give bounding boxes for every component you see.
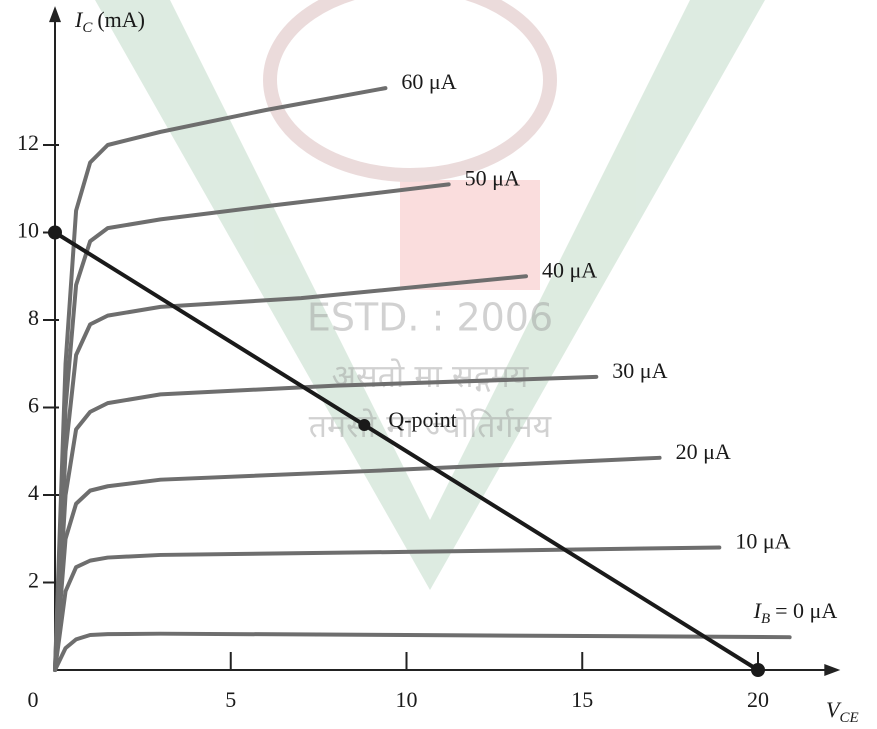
curve-label: 40 μA (542, 257, 597, 282)
load-line-end (751, 663, 765, 677)
chart: ESTD. : 2006 असतो मा सद्गमय तमसो मा ज्यो… (0, 0, 877, 729)
curve-label: 60 μA (401, 69, 456, 94)
y-tick-label: 2 (28, 568, 39, 593)
x-tick-label: 15 (571, 687, 593, 712)
y-tick-label: 6 (28, 393, 39, 418)
y-axis-label-part: (mA) (97, 7, 145, 32)
y-axis-label: IC(mA) (74, 7, 145, 36)
curve-label: 20 μA (676, 439, 731, 464)
curve-label-part: B (761, 612, 770, 628)
y-tick-label: 8 (28, 305, 39, 330)
x-tick-label: 5 (225, 687, 236, 712)
curve (55, 458, 660, 670)
x-axis-label-part: CE (839, 710, 858, 726)
y-tick-label: 10 (17, 218, 39, 243)
x-axis-arrow (824, 664, 840, 676)
curve-label: 50 μA (465, 165, 520, 190)
watermark-emblem (400, 180, 540, 290)
curve (55, 548, 719, 671)
y-axis-arrow (49, 6, 61, 22)
watermark-text: असतो मा सद्गमय (332, 357, 530, 395)
watermark-text: ESTD. : 2006 (307, 296, 553, 340)
x-tick-label: 20 (747, 687, 769, 712)
q-point-label: Q-point (388, 407, 456, 432)
y-axis-label-part: C (82, 20, 93, 36)
q-point (358, 419, 370, 431)
x-tick-label: 0 (28, 687, 39, 712)
load-line-end (48, 226, 62, 240)
y-tick-label: 12 (17, 130, 39, 155)
x-axis-label: VCE (826, 697, 859, 726)
y-tick-label: 4 (28, 480, 39, 505)
curve-label-part: = 0 μA (775, 598, 837, 623)
curve-label: 30 μA (612, 358, 667, 383)
x-tick-label: 10 (396, 687, 418, 712)
curve (55, 634, 790, 670)
curve-label: IB= 0 μA (753, 598, 838, 627)
curve-label: 10 μA (735, 529, 790, 554)
